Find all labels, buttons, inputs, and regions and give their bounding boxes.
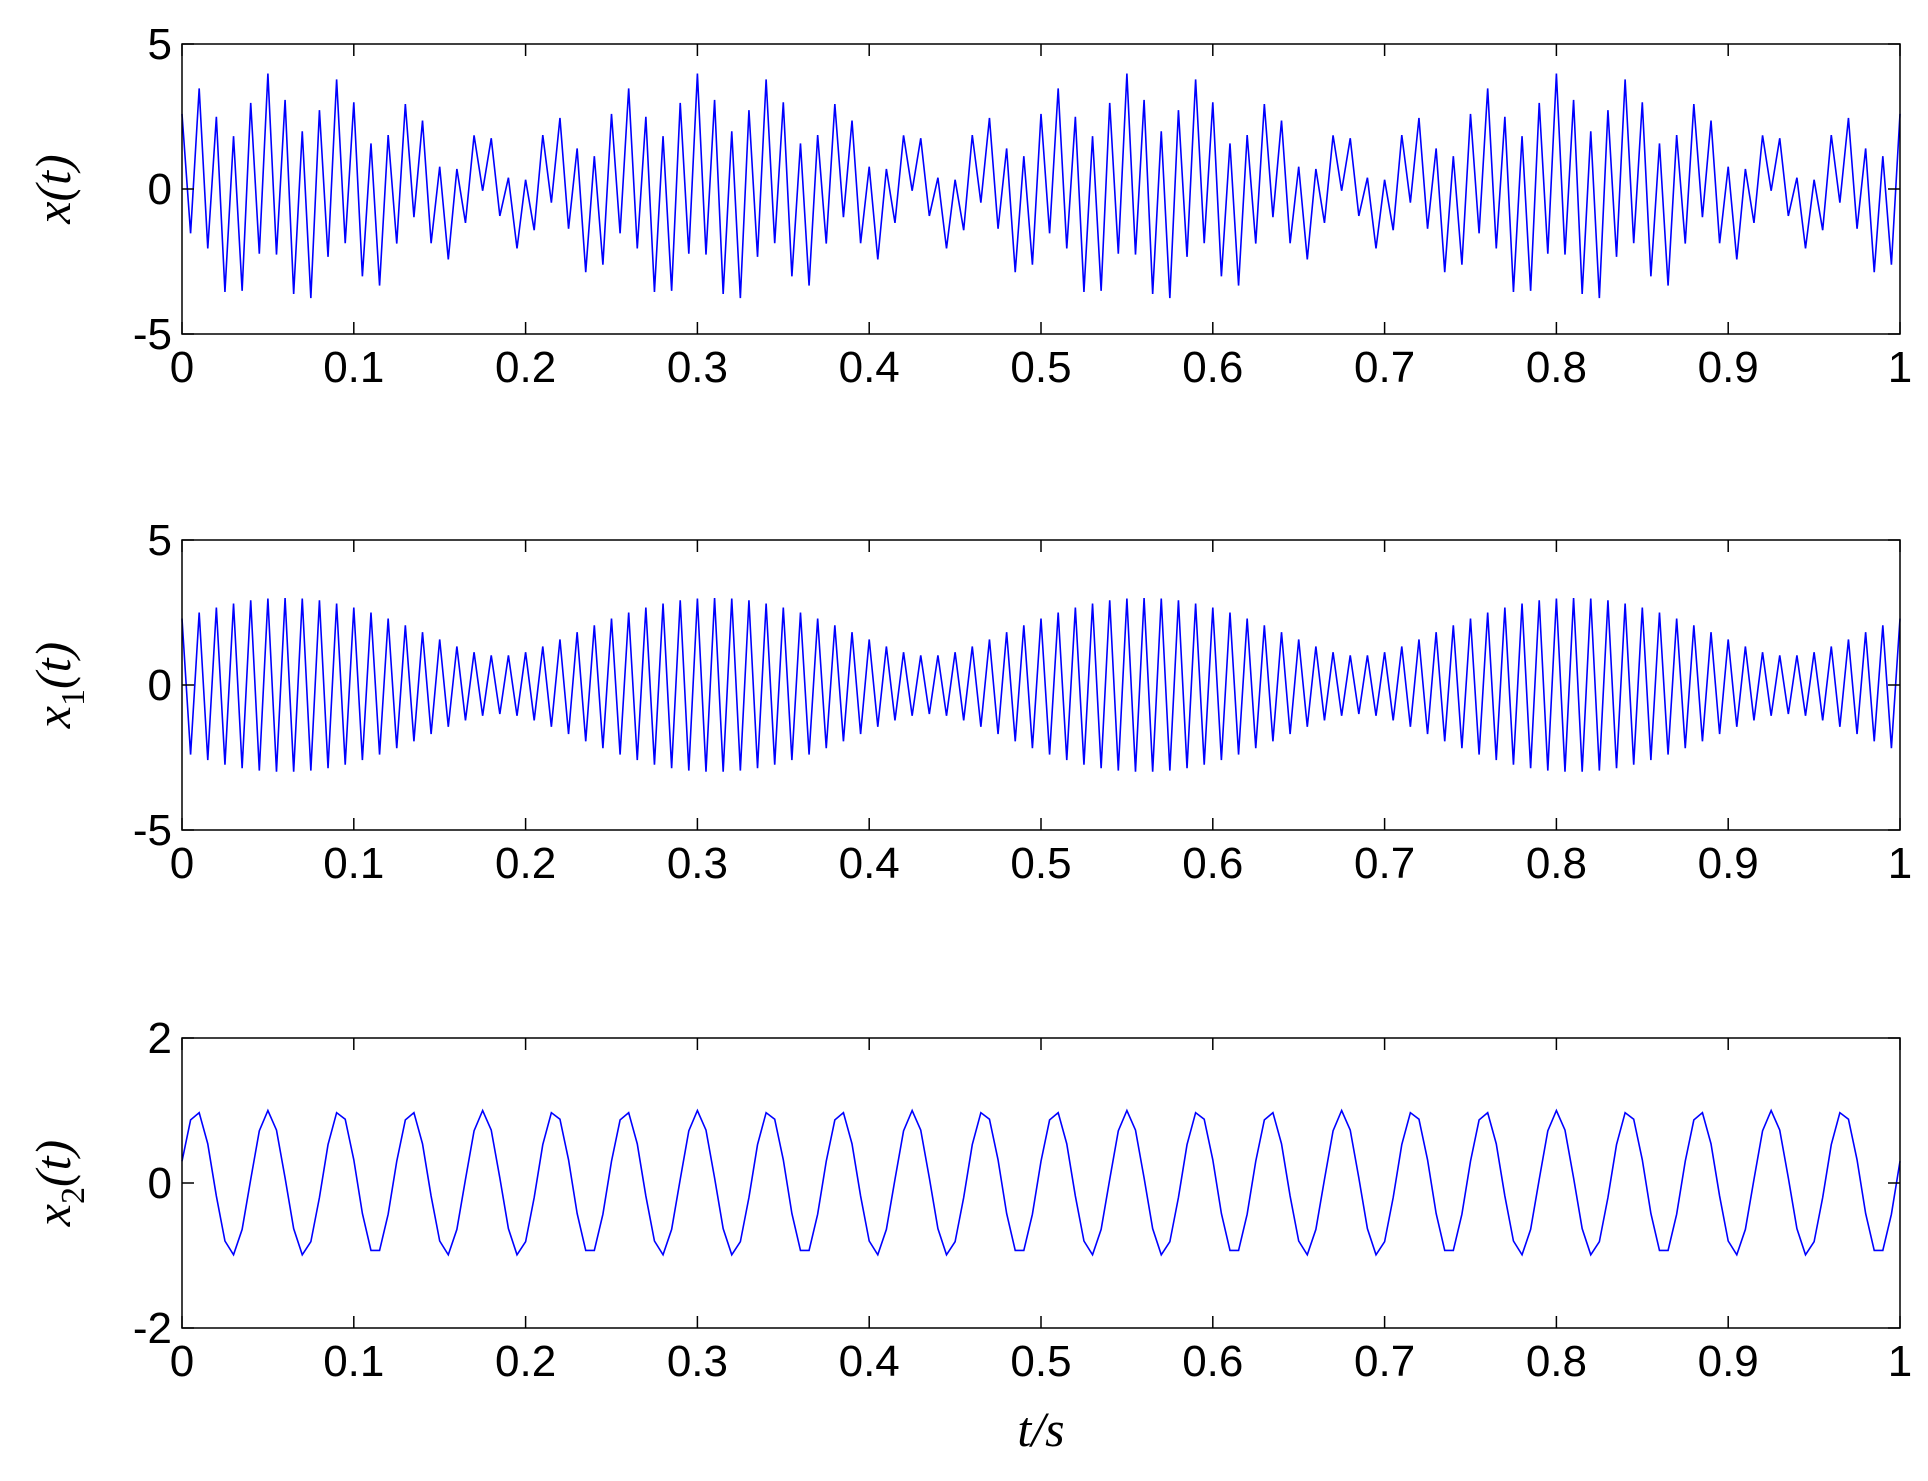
- y-axis-label: x2(t): [25, 1140, 92, 1227]
- x-tick-label: 0.2: [495, 839, 556, 888]
- axes-background: [182, 540, 1900, 830]
- x-tick-label: 1: [1888, 839, 1912, 888]
- y-axis-label-part: (t): [25, 642, 81, 689]
- signal-line: [181, 1108, 1901, 1257]
- x-tick-label: 0.9: [1698, 1337, 1759, 1386]
- x-tick-label: 0.6: [1182, 1337, 1243, 1386]
- x-tick-label: 0.3: [667, 343, 728, 392]
- axes-background: [182, 1038, 1900, 1328]
- x-tick-label: 0.1: [323, 1337, 384, 1386]
- x-tick-label: 0.2: [495, 343, 556, 392]
- x-tick-label: 1: [1888, 1337, 1912, 1386]
- x-tick-label: 0.2: [495, 1337, 556, 1386]
- y-axis-label-part: (t): [25, 1140, 81, 1187]
- x-tick-label: 0.7: [1354, 343, 1415, 392]
- x-tick-label: 0.8: [1526, 1337, 1587, 1386]
- y-tick-label: -5: [133, 310, 172, 359]
- x-tick-label: 0.6: [1182, 343, 1243, 392]
- y-tick-label: 2: [148, 1014, 172, 1063]
- x-tick-label: 0.7: [1354, 1337, 1415, 1386]
- y-tick-label: -2: [133, 1304, 172, 1353]
- y-axis-label-part: (t): [25, 154, 81, 201]
- x-tick-label: 0.5: [1010, 839, 1071, 888]
- x-tick-label: 0: [170, 1337, 194, 1386]
- y-axis-label-part: x: [25, 706, 81, 729]
- signal-line: [181, 597, 1901, 772]
- y-axis-label-part: 2: [55, 1187, 92, 1204]
- y-tick-label: -5: [133, 806, 172, 855]
- signal-line: [181, 73, 1901, 299]
- x-tick-label: 0.3: [667, 839, 728, 888]
- x-tick-label: 0.8: [1526, 343, 1587, 392]
- x-tick-label: 0.5: [1010, 343, 1071, 392]
- x-tick-label: 0: [170, 839, 194, 888]
- y-tick-label: 5: [148, 20, 172, 69]
- y-tick-label: 5: [148, 516, 172, 565]
- x-tick-label: 0.8: [1526, 839, 1587, 888]
- x-tick-label: 0.5: [1010, 1337, 1071, 1386]
- y-axis-label: x1(t): [25, 642, 92, 729]
- y-tick-label: 0: [148, 661, 172, 710]
- y-tick-label: 0: [148, 1159, 172, 1208]
- x-tick-label: 0.4: [839, 1337, 900, 1386]
- x-tick-label: 0.1: [323, 343, 384, 392]
- y-axis-label-part: x: [25, 202, 81, 225]
- x-tick-label: 0: [170, 343, 194, 392]
- x-axis-label: t/s: [1017, 1401, 1064, 1457]
- x-tick-label: 1: [1888, 343, 1912, 392]
- y-axis-label: x(t): [25, 154, 81, 224]
- axes-background: [182, 44, 1900, 334]
- x-tick-label: 0.4: [839, 343, 900, 392]
- x-tick-label: 0.9: [1698, 343, 1759, 392]
- x-tick-label: 0.7: [1354, 839, 1415, 888]
- x-tick-label: 0.6: [1182, 839, 1243, 888]
- y-axis-label-part: x: [25, 1204, 81, 1227]
- y-tick-label: 0: [148, 165, 172, 214]
- x-tick-label: 0.1: [323, 839, 384, 888]
- x-tick-label: 0.4: [839, 839, 900, 888]
- y-axis-label-part: 1: [55, 689, 92, 706]
- x-tick-label: 0.9: [1698, 839, 1759, 888]
- x-tick-label: 0.3: [667, 1337, 728, 1386]
